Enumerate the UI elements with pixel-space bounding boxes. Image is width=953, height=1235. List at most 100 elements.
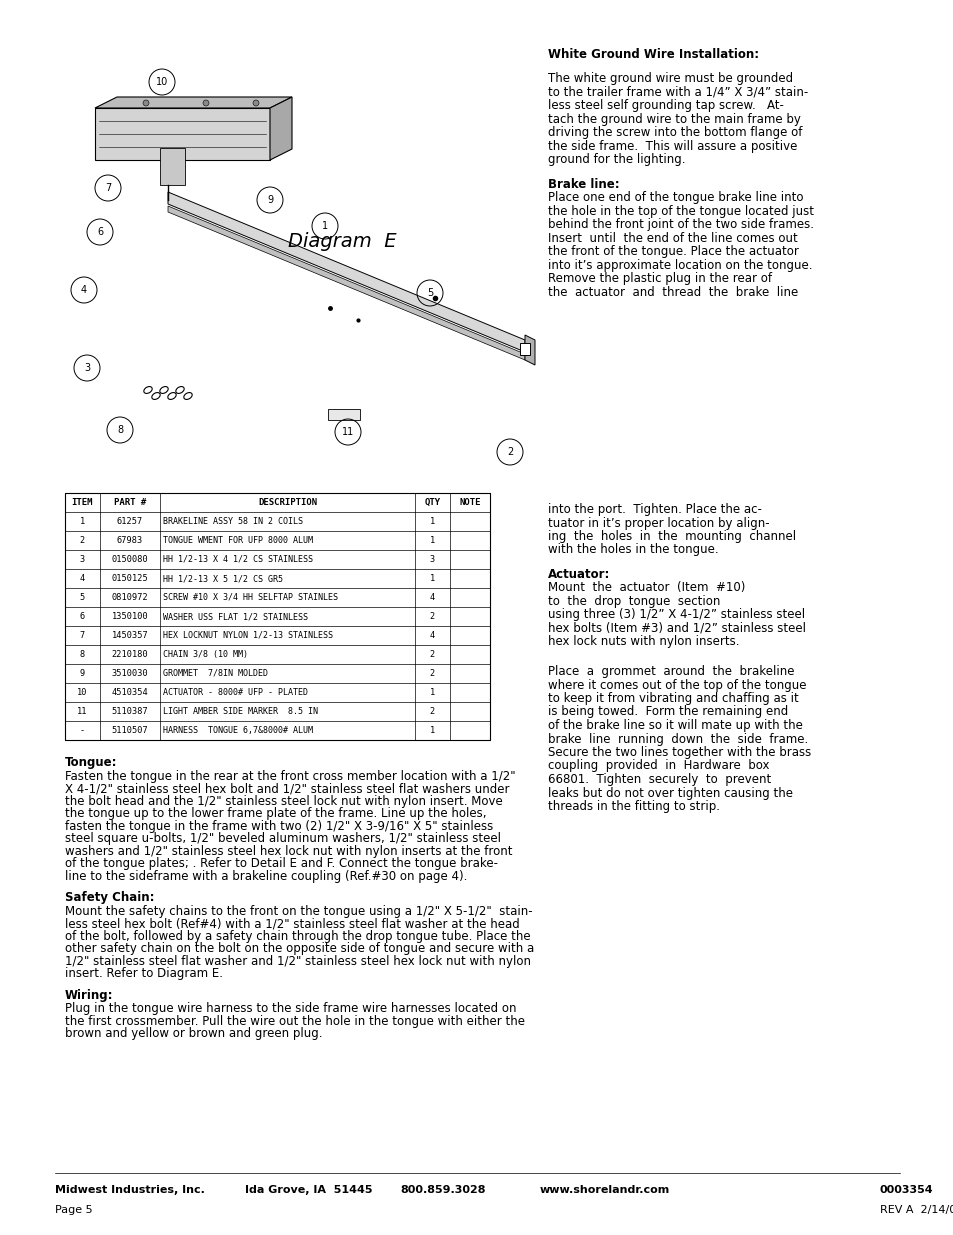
Text: 5110387: 5110387	[112, 706, 149, 716]
Text: Mount  the  actuator  (Item  #10): Mount the actuator (Item #10)	[547, 582, 744, 594]
Text: LIGHT AMBER SIDE MARKER  8.5 IN: LIGHT AMBER SIDE MARKER 8.5 IN	[163, 706, 317, 716]
Text: www.shorelandr.com: www.shorelandr.com	[539, 1186, 670, 1195]
Text: 10: 10	[155, 77, 168, 86]
Text: ing  the  holes  in  the  mounting  channel: ing the holes in the mounting channel	[547, 530, 796, 543]
Text: Midwest Industries, Inc.: Midwest Industries, Inc.	[55, 1186, 205, 1195]
Text: 1: 1	[430, 574, 435, 583]
Text: other safety chain on the bolt on the opposite side of tongue and secure with a: other safety chain on the bolt on the op…	[65, 942, 534, 955]
Text: with the holes in the tongue.: with the holes in the tongue.	[547, 543, 718, 557]
Text: Ida Grove, IA  51445: Ida Grove, IA 51445	[245, 1186, 372, 1195]
Text: WASHER USS FLAT 1/2 STAINLESS: WASHER USS FLAT 1/2 STAINLESS	[163, 613, 308, 621]
Text: HEX LOCKNUT NYLON 1/2-13 STAINLESS: HEX LOCKNUT NYLON 1/2-13 STAINLESS	[163, 631, 333, 640]
Text: 1: 1	[430, 726, 435, 735]
Text: PART #: PART #	[113, 498, 146, 508]
Text: Actuator:: Actuator:	[547, 568, 610, 580]
Text: 2: 2	[430, 706, 435, 716]
Text: 8: 8	[80, 650, 85, 659]
Text: X 4-1/2" stainless steel hex bolt and 1/2" stainless steel flat washers under: X 4-1/2" stainless steel hex bolt and 1/…	[65, 782, 509, 795]
Text: 9: 9	[80, 669, 85, 678]
Text: ACTUATOR - 8000# UFP - PLATED: ACTUATOR - 8000# UFP - PLATED	[163, 688, 308, 697]
Text: CHAIN 3/8 (10 MM): CHAIN 3/8 (10 MM)	[163, 650, 248, 659]
Text: to keep it from vibrating and chaffing as it: to keep it from vibrating and chaffing a…	[547, 692, 798, 705]
Text: less steel hex bolt (Ref#4) with a 1/2" stainless steel flat washer at the head: less steel hex bolt (Ref#4) with a 1/2" …	[65, 918, 519, 930]
Text: 4: 4	[81, 285, 87, 295]
Text: REV A  2/14/06: REV A 2/14/06	[879, 1205, 953, 1215]
Circle shape	[143, 100, 149, 106]
Text: Secure the two lines together with the brass: Secure the two lines together with the b…	[547, 746, 810, 760]
Text: driving the screw into the bottom flange of: driving the screw into the bottom flange…	[547, 126, 801, 140]
Text: the tongue up to the lower frame plate of the frame. Line up the holes,: the tongue up to the lower frame plate o…	[65, 808, 486, 820]
Text: 2210180: 2210180	[112, 650, 149, 659]
Text: into it’s approximate location on the tongue.: into it’s approximate location on the to…	[547, 258, 812, 272]
Circle shape	[253, 100, 258, 106]
Text: 5: 5	[80, 593, 85, 601]
Text: Insert  until  the end of the line comes out: Insert until the end of the line comes o…	[547, 232, 797, 245]
Text: 67983: 67983	[117, 536, 143, 545]
Text: the hole in the top of the tongue located just: the hole in the top of the tongue locate…	[547, 205, 813, 217]
Polygon shape	[95, 107, 270, 161]
Polygon shape	[168, 206, 524, 359]
Text: HARNESS  TONGUE 6,7&8000# ALUM: HARNESS TONGUE 6,7&8000# ALUM	[163, 726, 313, 735]
Text: 1/2" stainless steel flat washer and 1/2" stainless steel hex lock nut with nylo: 1/2" stainless steel flat washer and 1/2…	[65, 955, 531, 968]
Text: 10: 10	[77, 688, 88, 697]
Text: Brake line:: Brake line:	[547, 178, 619, 190]
Text: Safety Chain:: Safety Chain:	[65, 890, 154, 904]
Text: 4510354: 4510354	[112, 688, 149, 697]
Text: 1: 1	[321, 221, 328, 231]
Polygon shape	[519, 343, 530, 354]
Text: insert. Refer to Diagram E.: insert. Refer to Diagram E.	[65, 967, 223, 981]
Text: steel square u-bolts, 1/2" beveled aluminum washers, 1/2" stainless steel: steel square u-bolts, 1/2" beveled alumi…	[65, 832, 500, 845]
Text: 2: 2	[80, 536, 85, 545]
Text: The white ground wire must be grounded: The white ground wire must be grounded	[547, 73, 792, 85]
Text: 2: 2	[430, 650, 435, 659]
Text: 800.859.3028: 800.859.3028	[399, 1186, 485, 1195]
Text: GROMMET  7/8IN MOLDED: GROMMET 7/8IN MOLDED	[163, 669, 268, 678]
Text: of the bolt, followed by a safety chain through the drop tongue tube. Place the: of the bolt, followed by a safety chain …	[65, 930, 530, 942]
Text: ITEM: ITEM	[71, 498, 93, 508]
Text: 4: 4	[430, 631, 435, 640]
Text: Wiring:: Wiring:	[65, 988, 113, 1002]
Polygon shape	[270, 98, 292, 161]
Text: 3: 3	[80, 555, 85, 564]
Text: 11: 11	[341, 427, 354, 437]
Text: NOTE: NOTE	[458, 498, 480, 508]
Text: less steel self grounding tap screw.   At-: less steel self grounding tap screw. At-	[547, 99, 783, 112]
Text: the side frame.  This will assure a positive: the side frame. This will assure a posit…	[547, 140, 797, 153]
Text: 8: 8	[117, 425, 123, 435]
Text: 1350100: 1350100	[112, 613, 149, 621]
Text: of the tongue plates; . Refer to Detail E and F. Connect the tongue brake-: of the tongue plates; . Refer to Detail …	[65, 857, 497, 871]
Circle shape	[203, 100, 209, 106]
Text: hex lock nuts with nylon inserts.: hex lock nuts with nylon inserts.	[547, 635, 739, 648]
Text: 6: 6	[97, 227, 103, 237]
Text: the first crossmember. Pull the wire out the hole in the tongue with either the: the first crossmember. Pull the wire out…	[65, 1015, 524, 1028]
Text: is being towed.  Form the remaining end: is being towed. Form the remaining end	[547, 705, 787, 719]
Text: brown and yellow or brown and green plug.: brown and yellow or brown and green plug…	[65, 1028, 322, 1040]
Text: fasten the tongue in the frame with two (2) 1/2" X 3-9/16" X 5" stainless: fasten the tongue in the frame with two …	[65, 820, 493, 832]
Text: 1450357: 1450357	[112, 631, 149, 640]
Text: line to the sideframe with a brakeline coupling (Ref.#30 on page 4).: line to the sideframe with a brakeline c…	[65, 869, 467, 883]
Text: 7: 7	[80, 631, 85, 640]
Polygon shape	[95, 98, 292, 107]
Text: QTY: QTY	[424, 498, 440, 508]
Polygon shape	[524, 335, 535, 366]
Text: 0810972: 0810972	[112, 593, 149, 601]
Text: 1: 1	[80, 517, 85, 526]
Polygon shape	[168, 191, 524, 352]
Text: brake  line  running  down  the  side  frame.: brake line running down the side frame.	[547, 732, 807, 746]
Text: leaks but do not over tighten causing the: leaks but do not over tighten causing th…	[547, 787, 792, 799]
Text: BRAKELINE ASSY 58 IN 2 COILS: BRAKELINE ASSY 58 IN 2 COILS	[163, 517, 303, 526]
Text: tuator in it’s proper location by align-: tuator in it’s proper location by align-	[547, 516, 769, 530]
Text: Tongue:: Tongue:	[65, 756, 117, 769]
Text: Mount the safety chains to the front on the tongue using a 1/2" X 5-1/2"  stain-: Mount the safety chains to the front on …	[65, 905, 532, 918]
Text: to  the  drop  tongue  section: to the drop tongue section	[547, 595, 720, 608]
Text: DESCRIPTION: DESCRIPTION	[257, 498, 316, 508]
Text: to the trailer frame with a 1/4” X 3/4” stain-: to the trailer frame with a 1/4” X 3/4” …	[547, 85, 807, 99]
Text: 9: 9	[267, 195, 273, 205]
Text: threads in the fitting to strip.: threads in the fitting to strip.	[547, 800, 720, 813]
Text: 11: 11	[77, 706, 88, 716]
Text: the front of the tongue. Place the actuator: the front of the tongue. Place the actua…	[547, 245, 798, 258]
Text: 2: 2	[430, 613, 435, 621]
Text: using three (3) 1/2” X 4-1/2” stainless steel: using three (3) 1/2” X 4-1/2” stainless …	[547, 609, 804, 621]
Text: 4: 4	[80, 574, 85, 583]
FancyBboxPatch shape	[328, 409, 359, 420]
